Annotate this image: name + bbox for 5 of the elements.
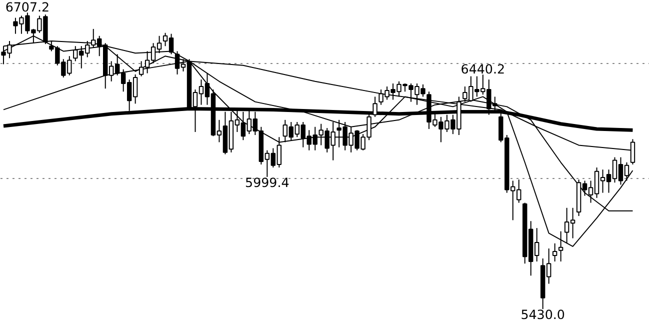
candlestick xyxy=(552,242,558,262)
annotation: 5430.0 xyxy=(520,307,565,321)
annotation: 6440.2 xyxy=(460,62,506,77)
annotation: 6707.2 xyxy=(5,0,50,15)
annotation: 5999.4 xyxy=(245,174,290,190)
